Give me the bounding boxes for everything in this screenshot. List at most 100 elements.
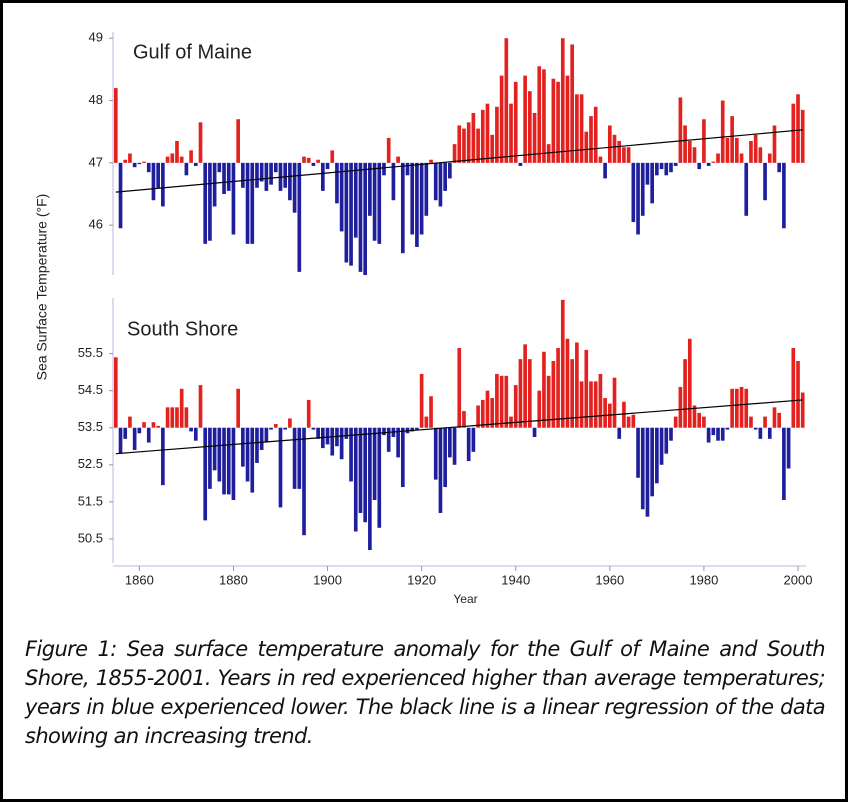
bar [725, 137, 730, 163]
bar [344, 427, 349, 439]
bar [311, 162, 316, 166]
bar [513, 81, 518, 163]
bar [476, 128, 480, 163]
bar [612, 377, 617, 428]
bar [208, 162, 212, 241]
trend-line [115, 399, 803, 455]
bar [711, 161, 716, 163]
bar [132, 162, 137, 168]
bar [283, 427, 288, 430]
bar [650, 162, 654, 204]
bar [330, 150, 335, 163]
bar [622, 147, 626, 163]
bar [236, 119, 240, 163]
bar [222, 427, 226, 495]
bar [400, 162, 405, 254]
bar [349, 162, 353, 266]
bar [683, 359, 687, 428]
bar [598, 156, 603, 163]
bar [499, 375, 504, 428]
bar [626, 147, 631, 163]
bar [245, 427, 250, 482]
bar [565, 338, 570, 428]
bar [687, 338, 692, 428]
bar [269, 162, 273, 185]
bar [782, 427, 786, 500]
bar [358, 427, 363, 513]
bar [758, 427, 763, 439]
bar [659, 427, 664, 465]
bar [170, 153, 175, 163]
bar [222, 162, 226, 194]
bar [372, 162, 377, 241]
bar [448, 162, 452, 179]
bar [335, 162, 339, 204]
y-tick-label: 46 [89, 217, 103, 232]
bar [241, 162, 245, 188]
bar [753, 134, 758, 163]
bar [791, 348, 796, 428]
bar [156, 162, 160, 188]
bar [297, 162, 302, 272]
bar [575, 94, 579, 163]
bar [650, 427, 654, 497]
bar [716, 153, 720, 163]
bar [664, 427, 669, 454]
bar [179, 388, 184, 428]
bar [579, 381, 584, 428]
bar [687, 141, 692, 163]
bar [255, 162, 259, 188]
bar [513, 385, 518, 428]
bar [433, 427, 438, 480]
bar [640, 427, 645, 510]
bar [231, 162, 236, 235]
bar [113, 357, 118, 428]
bar [283, 162, 288, 188]
bar [278, 427, 283, 508]
bar [396, 156, 400, 163]
bar [137, 162, 142, 165]
bar [123, 159, 128, 163]
bar [325, 427, 330, 445]
bar [353, 427, 358, 532]
bar [476, 405, 480, 428]
bar [386, 137, 391, 163]
bar [485, 103, 490, 163]
bar [217, 162, 222, 173]
bar [636, 162, 640, 235]
bar [382, 162, 386, 176]
bar [226, 427, 231, 495]
bar [198, 122, 203, 163]
bar [339, 162, 344, 232]
bar [546, 144, 551, 163]
bar [231, 427, 236, 500]
bar [720, 100, 725, 163]
y-axis-label: Sea Surface Temperature (°F) [34, 194, 50, 381]
bar [504, 38, 509, 163]
bar [678, 97, 683, 163]
y-tick-label: 54.5 [78, 382, 103, 397]
panel-title: Gulf of Maine [133, 41, 252, 63]
bar [763, 416, 767, 428]
bar [400, 427, 405, 488]
bar [504, 375, 509, 428]
bar [466, 427, 471, 462]
bar [796, 361, 800, 428]
bar [415, 162, 419, 247]
bar [800, 109, 805, 163]
trend-line [115, 129, 803, 193]
bar [382, 427, 386, 436]
bar [123, 427, 128, 439]
bar [184, 407, 189, 428]
bar [560, 299, 565, 428]
bar [678, 386, 683, 428]
bar [288, 162, 292, 201]
bar [631, 162, 636, 223]
bar [532, 427, 537, 437]
y-tick-label: 53.5 [78, 419, 103, 434]
bar [495, 106, 499, 163]
bar [767, 427, 772, 439]
bar [772, 125, 777, 163]
bar [659, 162, 664, 170]
bar [457, 125, 462, 163]
